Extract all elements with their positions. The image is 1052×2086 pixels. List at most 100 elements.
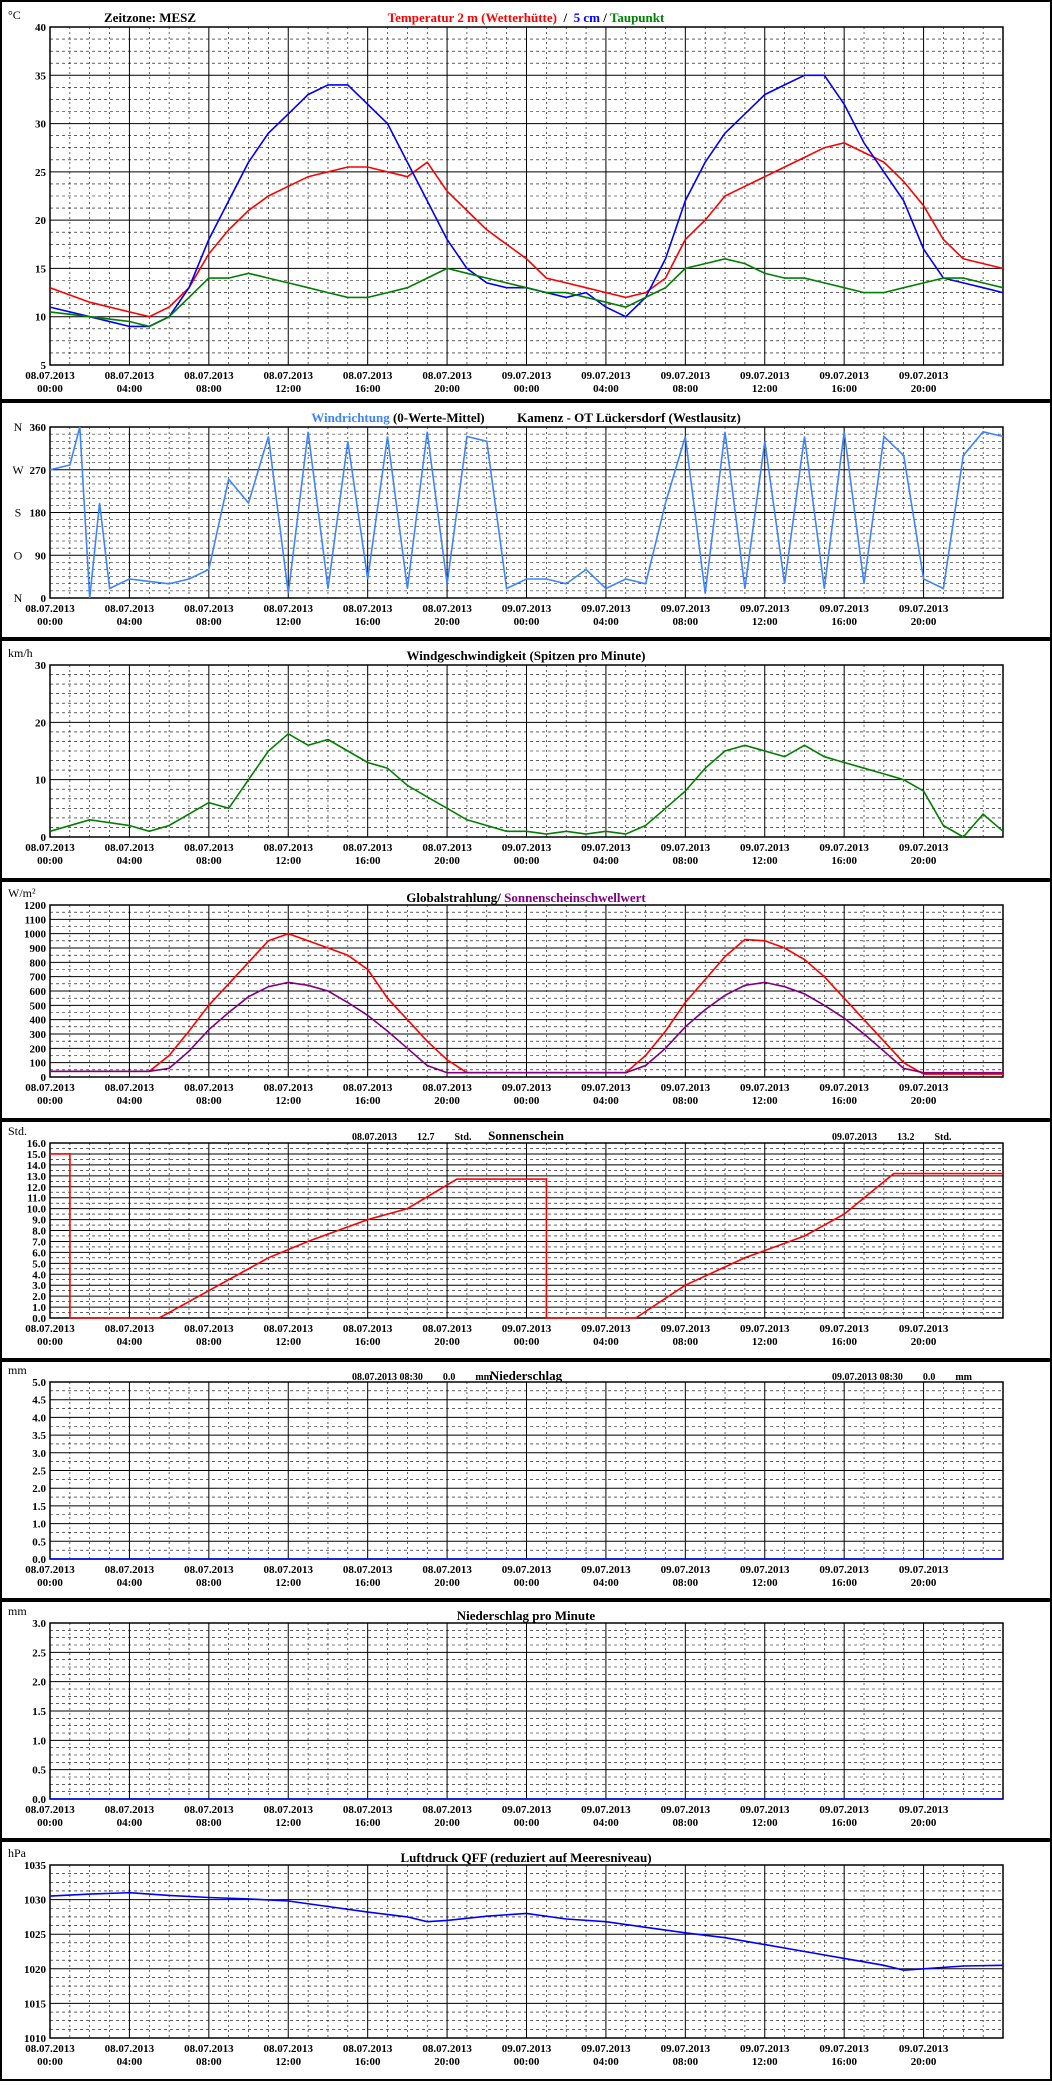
x-tick-time: 00:00 (514, 1095, 540, 1107)
y-tick-label: 4.0 (32, 1412, 46, 1424)
y-tick-label: 300 (30, 1029, 47, 1041)
title-part: 5 cm (574, 10, 601, 25)
y-tick-label: 500 (30, 1000, 47, 1012)
x-tick-time: 00:00 (514, 1577, 540, 1589)
chart-title: Sonnenschein (488, 1128, 565, 1143)
x-tick-date: 08.07.2013 (105, 1564, 155, 1576)
timezone-label: Zeitzone: MESZ (104, 10, 196, 25)
plot-area (49, 1864, 1004, 2039)
series-line (49, 142, 1004, 318)
x-tick-date: 09.07.2013 (581, 1323, 631, 1335)
x-tick-date: 08.07.2013 (264, 842, 314, 854)
y-tick-label: 20 (35, 215, 47, 227)
x-tick-date: 09.07.2013 (661, 842, 711, 854)
y-tick-label: 3.5 (32, 1430, 46, 1442)
x-tick-time: 20:00 (434, 1095, 460, 1107)
x-tick-time: 08:00 (196, 383, 222, 395)
y-tick-label: 30 (35, 660, 47, 672)
summary-text: 08.07.2013 12.7 Std. (352, 1132, 472, 1143)
x-tick-time: 20:00 (911, 855, 937, 867)
x-tick-time: 16:00 (355, 383, 381, 395)
x-tick-date: 08.07.2013 (343, 1082, 393, 1094)
x-tick-date: 09.07.2013 (581, 1564, 631, 1576)
plot-area (49, 26, 1004, 366)
y-tick-label: 5.0 (32, 1377, 46, 1389)
y-dir-label: N (14, 420, 23, 434)
y-tick-label: 700 (30, 972, 47, 984)
x-tick-time: 08:00 (672, 1095, 698, 1107)
x-tick-date: 09.07.2013 (740, 370, 790, 382)
series-line (49, 732, 1004, 839)
x-tick-time: 12:00 (752, 1577, 778, 1589)
y-tick-label: 1025 (24, 1929, 47, 1941)
x-tick-date: 08.07.2013 (343, 2043, 393, 2055)
y-tick-label: 1.0 (32, 1302, 46, 1314)
x-tick-time: 12:00 (752, 383, 778, 395)
x-tick-time: 00:00 (514, 1817, 540, 1829)
y-tick-label: 2.5 (32, 1647, 46, 1659)
x-tick-date: 08.07.2013 (422, 842, 472, 854)
chart-precipmin: 0.0 0.5 1.0 1.5 2.0 2.5 3.0 mm Niederschlag pro … (0, 1600, 1052, 1840)
y-tick-label: 1.5 (32, 1501, 46, 1513)
x-tick-time: 20:00 (434, 1817, 460, 1829)
x-tick-date: 09.07.2013 (661, 603, 711, 615)
x-tick-time: 20:00 (434, 2056, 460, 2068)
x-tick-date: 08.07.2013 (264, 1323, 314, 1335)
x-tick-time: 12:00 (275, 2056, 301, 2068)
x-tick-date: 08.07.2013 (264, 370, 314, 382)
y-tick-label: 270 (30, 465, 47, 477)
y-dir-label: S (15, 506, 22, 520)
y-tick-label: 2.0 (32, 1677, 46, 1689)
x-tick-date: 09.07.2013 (899, 1323, 949, 1335)
x-tick-time: 08:00 (196, 855, 222, 867)
x-tick-time: 16:00 (355, 1817, 381, 1829)
x-tick-time: 04:00 (117, 1577, 143, 1589)
x-tick-time: 04:00 (593, 1817, 619, 1829)
y-tick-label: 12.0 (27, 1182, 47, 1194)
x-tick-time: 08:00 (672, 855, 698, 867)
y-tick-label: 600 (30, 986, 47, 998)
x-tick-time: 16:00 (355, 616, 381, 628)
chart-temp: 5 10 15 20 25 30 35 40 °C Zeitzone: MESZ Temperatu… (0, 0, 1052, 401)
y-tick-label: 0.0 (32, 1794, 46, 1806)
title-part: / (557, 10, 574, 25)
x-tick-date: 08.07.2013 (184, 1082, 234, 1094)
x-tick-date: 09.07.2013 (899, 1804, 949, 1816)
y-tick-label: 1.5 (32, 1706, 46, 1718)
x-tick-time: 12:00 (275, 383, 301, 395)
y-tick-label: 13.0 (27, 1171, 47, 1183)
x-tick-date: 08.07.2013 (422, 1804, 472, 1816)
x-tick-date: 08.07.2013 (264, 1082, 314, 1094)
x-tick-date: 09.07.2013 (661, 370, 711, 382)
y-tick-label: 15.0 (27, 1149, 47, 1161)
x-tick-time: 04:00 (117, 2056, 143, 2068)
x-tick-time: 04:00 (117, 1095, 143, 1107)
y-tick-label: 15 (35, 263, 47, 275)
x-tick-date: 08.07.2013 (422, 1323, 472, 1335)
x-tick-date: 08.07.2013 (343, 842, 393, 854)
summary-text: 08.07.2013 08:30 0.0 mm (352, 1372, 493, 1383)
x-tick-time: 12:00 (752, 855, 778, 867)
x-tick-time: 16:00 (831, 383, 857, 395)
x-tick-time: 04:00 (593, 1095, 619, 1107)
x-tick-date: 09.07.2013 (502, 370, 552, 382)
x-tick-time: 16:00 (355, 855, 381, 867)
plot-area (49, 904, 1004, 1078)
x-tick-date: 09.07.2013 (819, 842, 869, 854)
x-tick-date: 08.07.2013 (422, 1564, 472, 1576)
x-tick-time: 12:00 (275, 1577, 301, 1589)
chart-title: Niederschlag (490, 1368, 563, 1383)
title-part: Windrichtung (311, 410, 390, 425)
y-tick-label: 1.0 (32, 1519, 46, 1531)
x-tick-time: 00:00 (37, 1336, 63, 1348)
x-tick-date: 08.07.2013 (343, 1804, 393, 1816)
x-tick-date: 08.07.2013 (184, 1323, 234, 1335)
y-tick-label: 0.5 (32, 1765, 46, 1777)
x-tick-date: 08.07.2013 (105, 2043, 155, 2055)
x-tick-date: 09.07.2013 (899, 2043, 949, 2055)
x-tick-time: 16:00 (355, 1577, 381, 1589)
title-part: / (600, 10, 610, 25)
x-tick-time: 00:00 (514, 2056, 540, 2068)
